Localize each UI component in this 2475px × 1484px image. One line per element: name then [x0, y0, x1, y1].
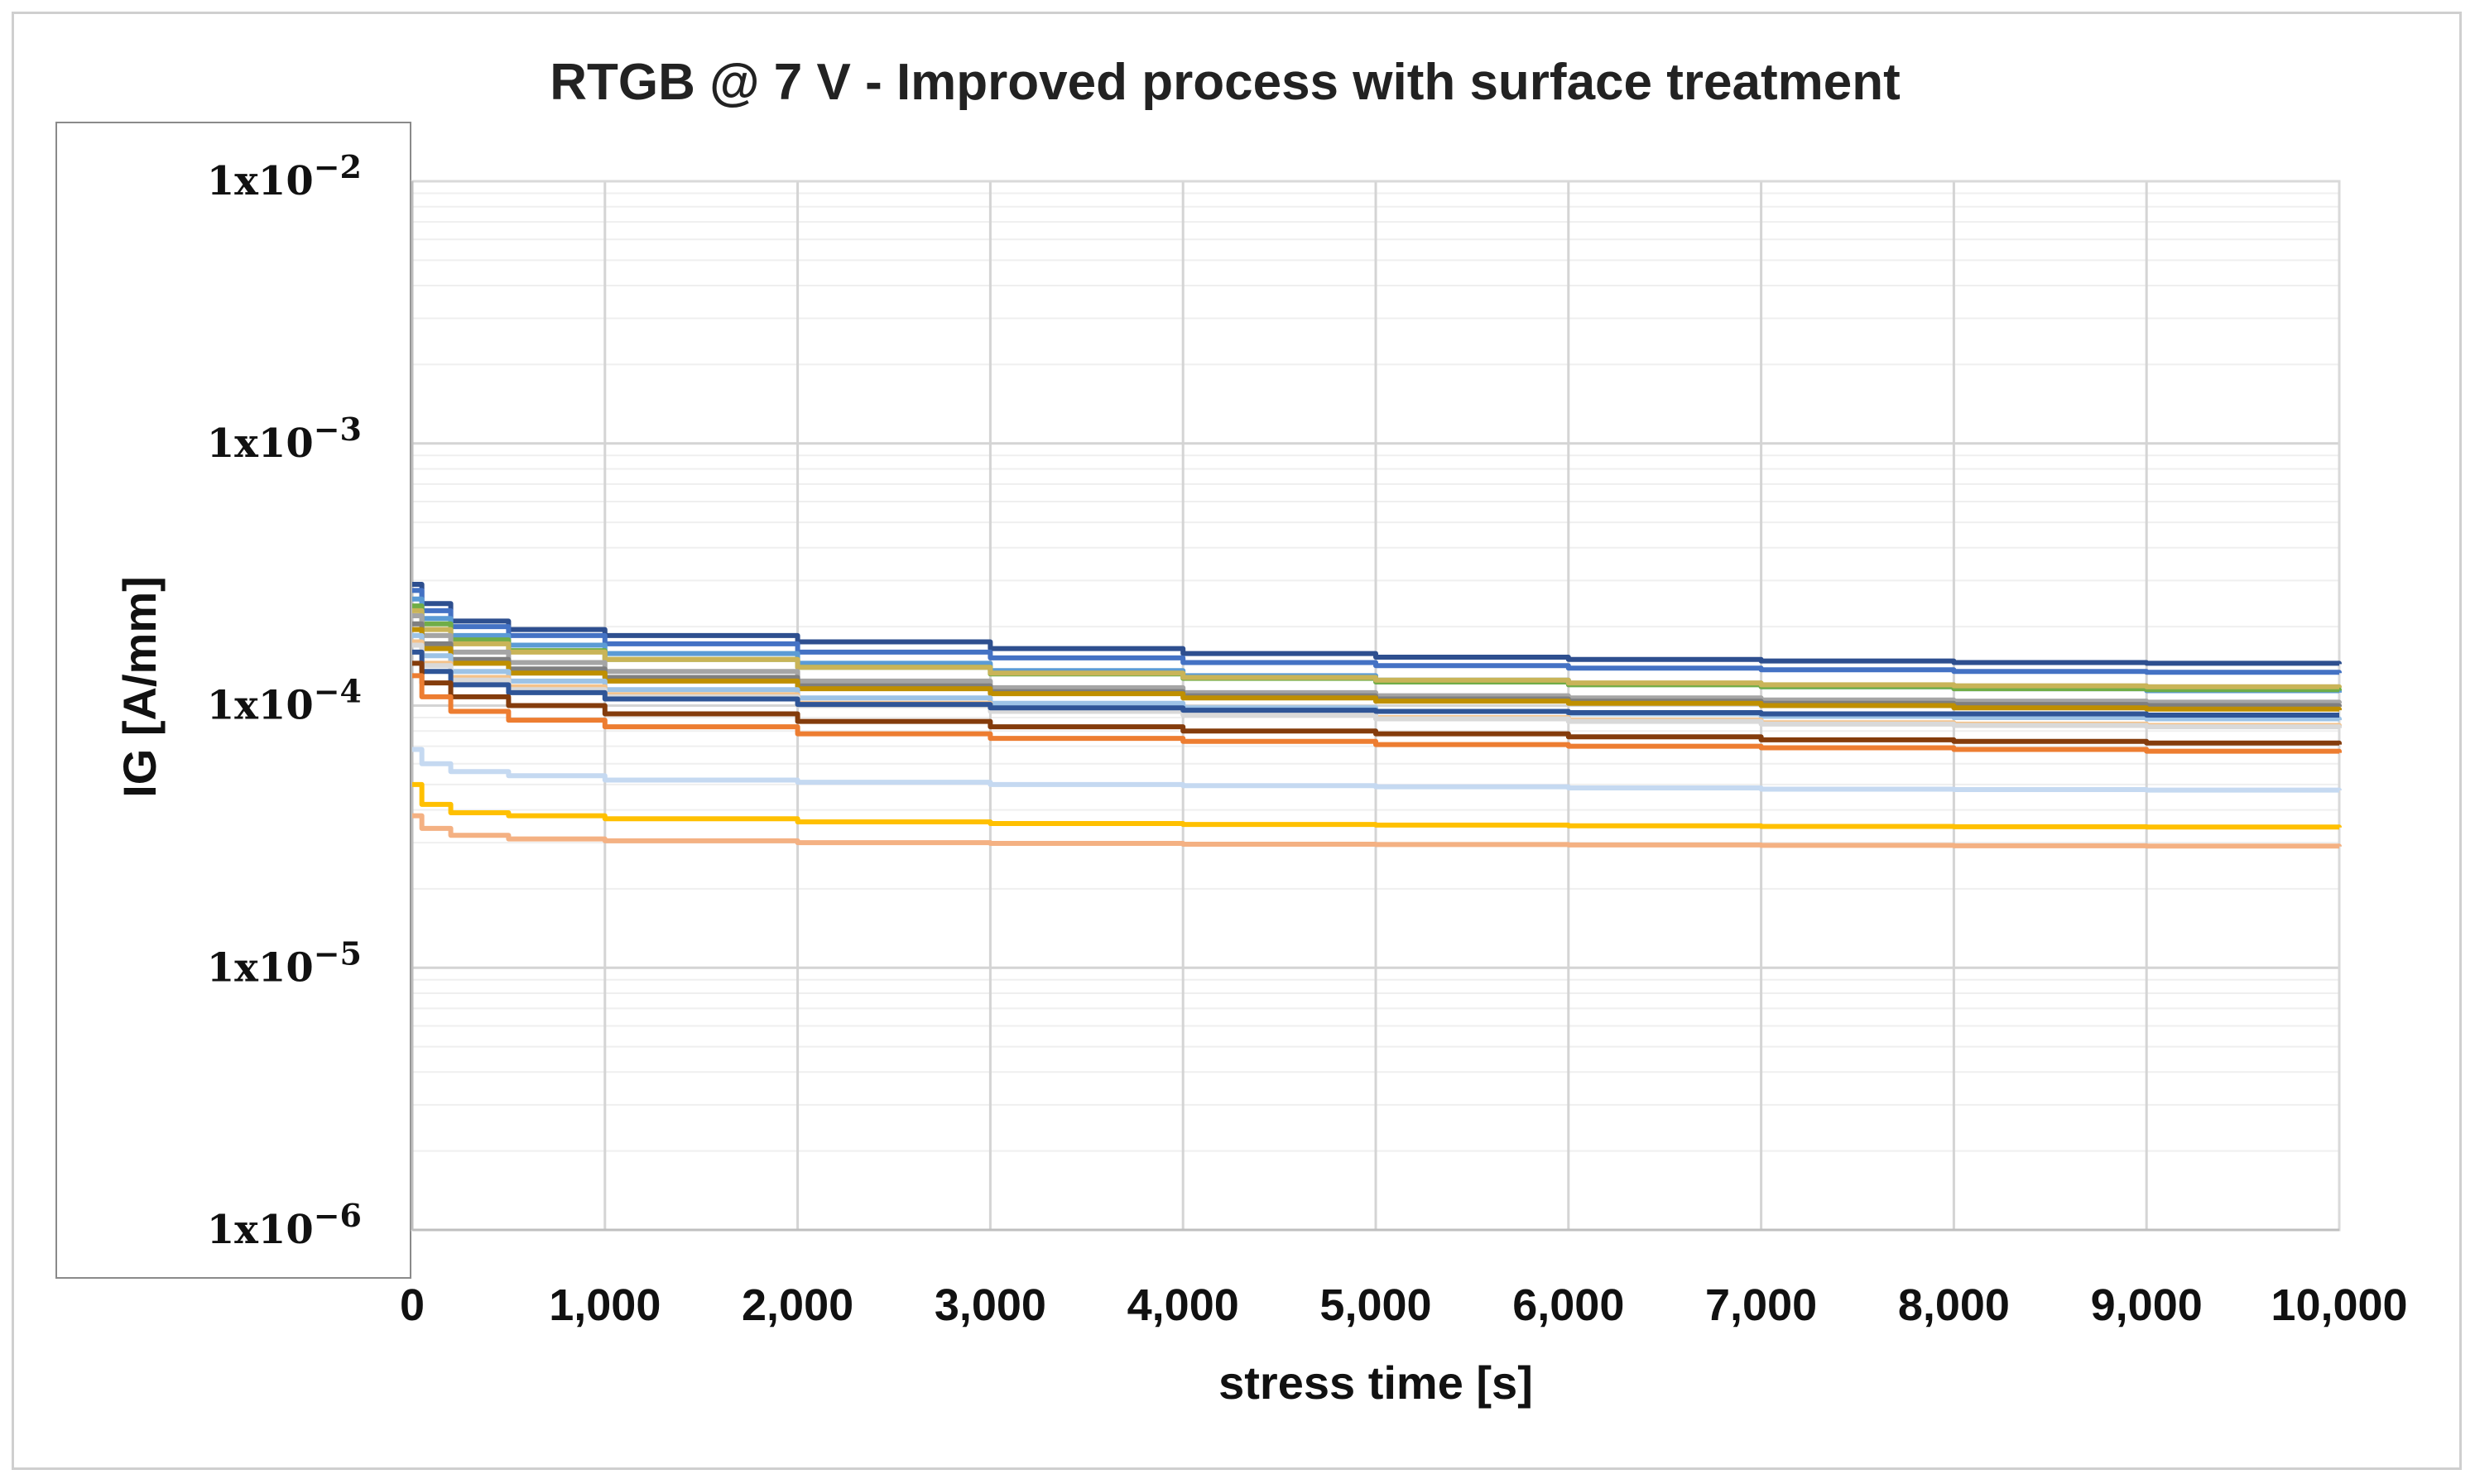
y-tick-label: 1x10−4 [207, 673, 362, 729]
series-line-s13 [412, 660, 2342, 746]
y-tick-label: 1x10−3 [207, 411, 362, 467]
x-tick-label: 10,000 [2271, 1280, 2407, 1330]
series-layer [412, 582, 2342, 849]
series-line-s5 [412, 608, 2342, 689]
x-axis-label: stress time [s] [1218, 1357, 1533, 1409]
series-line-s17 [412, 813, 2342, 849]
chart-title: RTGB @ 7 V - Improved process with surfa… [550, 54, 1901, 111]
y-tick-label: 1x10−6 [207, 1197, 362, 1253]
x-tick-label: 8,000 [1898, 1280, 2010, 1330]
x-tick-label: 0 [400, 1280, 425, 1330]
x-tick-labels: 0 1,000 2,000 3,000 4,000 5,000 6,000 7,000 8,00… [400, 1280, 2408, 1330]
x-tick-label: 9,000 [2091, 1280, 2203, 1330]
legend-frame [55, 122, 411, 1279]
y-axis-label: IG [A/mm] [113, 576, 166, 798]
x-tick-label: 6,000 [1512, 1280, 1624, 1330]
x-tick-label: 2,000 [742, 1280, 853, 1330]
series-line-s2 [412, 588, 2342, 675]
y-tick-label: 1x10−2 [207, 148, 362, 204]
series-line-s14 [412, 673, 2342, 754]
x-tick-label: 3,000 [935, 1280, 1046, 1330]
x-tick-label: 4,000 [1127, 1280, 1239, 1330]
y-tick-labels: 1x10−2 1x10−3 1x10−4 1x10−5 1x10−6 [207, 148, 362, 1253]
x-tick-label: 7,000 [1705, 1280, 1817, 1330]
series-line-s8 [412, 627, 2342, 712]
series-line-s6 [412, 613, 2342, 705]
series-line-s15 [412, 747, 2342, 793]
x-tick-label: 1,000 [549, 1280, 661, 1330]
y-tick-label: 1x10−5 [207, 934, 362, 991]
series-line-s1 [412, 582, 2342, 666]
series-line-s9 [412, 632, 2342, 722]
x-tick-label: 5,000 [1319, 1280, 1431, 1330]
series-line-s16 [412, 781, 2342, 830]
